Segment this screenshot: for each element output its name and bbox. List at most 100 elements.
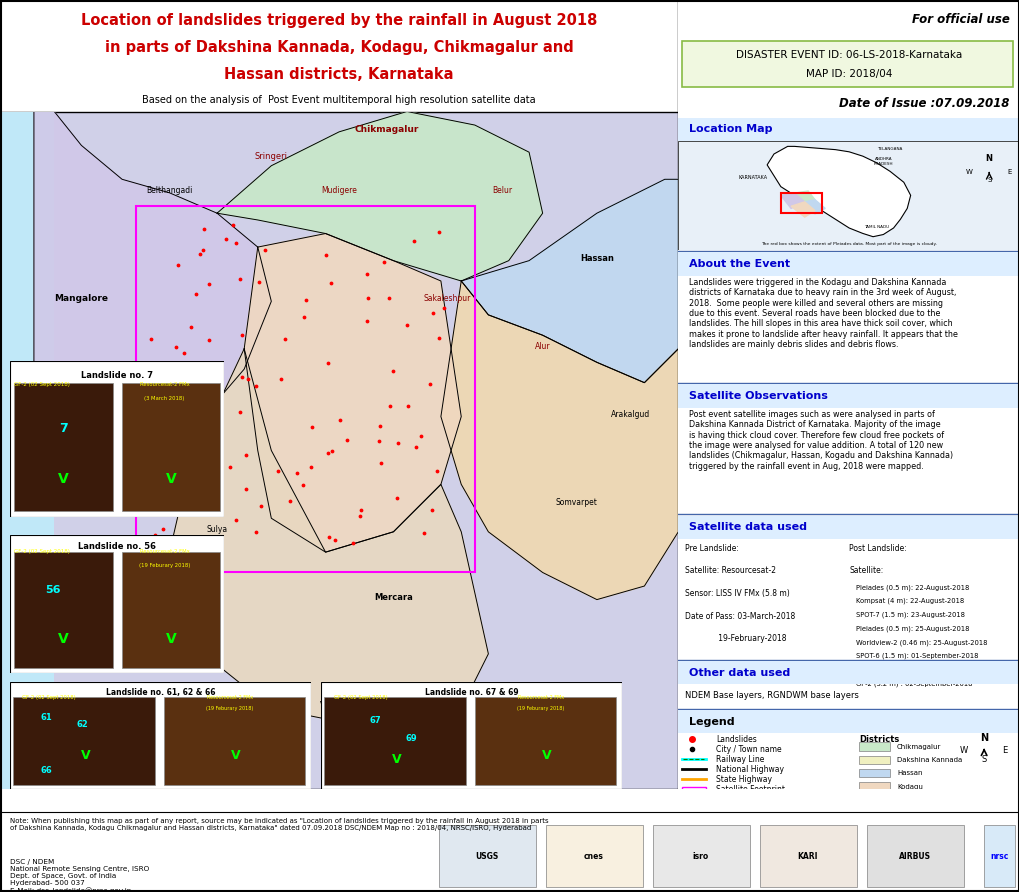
Text: Landslides: Landslides	[715, 735, 756, 744]
Bar	[681, 787, 705, 792]
Point	[196, 457, 212, 471]
Text: Resourcesat-2 FMx: Resourcesat-2 FMx	[140, 549, 190, 554]
Text: Pleiades (0.5 m): 01-September-2018: Pleiades (0.5 m): 01-September-2018	[855, 666, 981, 673]
Point	[151, 500, 167, 514]
Point	[248, 525, 264, 540]
Point	[277, 332, 293, 346]
Text: Post Landslide:: Post Landslide:	[848, 543, 906, 552]
Point	[288, 466, 305, 480]
Point	[429, 464, 445, 478]
Point	[320, 530, 336, 544]
Point	[167, 340, 183, 354]
Text: Dakshina Kannada: Dakshina Kannada	[896, 757, 961, 763]
Text: Location Map: Location Map	[688, 124, 771, 135]
Point	[323, 444, 339, 458]
Text: 7: 7	[59, 422, 68, 434]
Text: V: V	[58, 472, 69, 486]
Text: 62: 62	[76, 721, 89, 730]
Text: SPOT-6 (1.5 m): 01-September-2018: SPOT-6 (1.5 m): 01-September-2018	[855, 653, 977, 659]
Text: Somvarpet: Somvarpet	[555, 498, 597, 507]
Point	[338, 433, 355, 447]
Text: Pre Landslide:: Pre Landslide:	[685, 543, 739, 552]
Text: Pleiades (0.5 m): 25-August-2018: Pleiades (0.5 m): 25-August-2018	[855, 625, 968, 632]
Point	[158, 368, 174, 383]
Text: NDEM Base layers, RGNDWM base layers: NDEM Base layers, RGNDWM base layers	[685, 691, 858, 700]
Text: 0: 0	[364, 747, 368, 753]
Point	[406, 234, 422, 248]
Point	[248, 379, 264, 393]
Point	[281, 493, 298, 508]
Text: About the Event: About the Event	[688, 259, 789, 269]
Point	[204, 373, 220, 387]
Point	[155, 522, 171, 536]
Text: Chikmagalur: Chikmagalur	[896, 744, 941, 749]
Point	[155, 363, 171, 377]
Text: Sulya: Sulya	[206, 524, 227, 533]
Text: Pleiades (0.5 m): 22-August-2018: Pleiades (0.5 m): 22-August-2018	[855, 584, 968, 591]
Text: Date of Issue :07.09.2018: Date of Issue :07.09.2018	[839, 97, 1009, 110]
Text: 56: 56	[45, 585, 61, 595]
Polygon shape	[781, 194, 804, 209]
Text: V: V	[231, 749, 240, 763]
Bar	[859, 756, 890, 764]
Text: Mudigere: Mudigere	[321, 186, 357, 194]
Text: Post event satellite images such as were analysed in parts of
Dakshina Kannada D: Post event satellite images such as were…	[688, 409, 952, 471]
Text: 66: 66	[41, 766, 52, 775]
Point	[372, 457, 388, 471]
Text: Landslide: Landslide	[893, 791, 929, 800]
Point	[222, 460, 238, 475]
Text: Landslide no. 61, 62 & 66: Landslide no. 61, 62 & 66	[106, 688, 215, 697]
Bar	[859, 782, 890, 790]
Text: V: V	[81, 749, 90, 763]
Text: Landslide no. 67 & 69: Landslide no. 67 & 69	[425, 688, 518, 697]
Bar	[324, 698, 466, 785]
Text: Taluk Boundary: Taluk Boundary	[715, 795, 774, 804]
Point	[322, 276, 338, 290]
Point	[359, 291, 375, 305]
Text: Satellite Observations: Satellite Observations	[688, 391, 826, 401]
Text: DSC / NDEM
National Remote Sensing Centre, ISRO
Dept. of Space, Govt. of India
H: DSC / NDEM National Remote Sensing Centr…	[10, 859, 150, 892]
Text: KARNATAKA: KARNATAKA	[738, 175, 767, 180]
Text: W: W	[959, 747, 967, 756]
Point	[327, 533, 343, 547]
Point	[296, 310, 312, 324]
Polygon shape	[461, 179, 678, 383]
Text: Satellite data used: Satellite data used	[688, 522, 806, 533]
Polygon shape	[244, 234, 461, 552]
Point	[345, 536, 362, 550]
Text: Railway Line: Railway Line	[715, 755, 763, 764]
Bar	[14, 552, 113, 668]
Point	[175, 346, 192, 360]
Text: Other data used: Other data used	[688, 667, 789, 678]
Text: Resourcesat-2 FMx: Resourcesat-2 FMx	[140, 382, 190, 386]
Text: Legend: Legend	[688, 716, 734, 727]
Text: Date of Pass: 03-March-2018: Date of Pass: 03-March-2018	[685, 612, 795, 621]
Text: Puttur: Puttur	[178, 403, 202, 412]
Text: N: N	[979, 733, 987, 743]
Text: Belthangadi: Belthangadi	[147, 186, 193, 194]
Text: Arakalgud: Arakalgud	[610, 409, 650, 418]
Bar	[759, 825, 856, 887]
Text: Kodagu: Kodagu	[896, 783, 922, 789]
Point	[359, 313, 375, 327]
Text: Disclaimer: Disclaimer	[688, 816, 754, 827]
Point	[375, 254, 391, 268]
Text: Sakaleshpur: Sakaleshpur	[424, 294, 471, 303]
Text: DISASTER EVENT ID: 06-LS-2018-Karnataka: DISASTER EVENT ID: 06-LS-2018-Karnataka	[736, 50, 961, 61]
Text: S: S	[986, 178, 990, 183]
Point	[382, 400, 398, 414]
Text: Hassan: Hassan	[896, 770, 921, 776]
Point	[147, 528, 163, 542]
Text: V: V	[165, 472, 176, 486]
Bar	[14, 384, 113, 511]
Point	[200, 375, 216, 389]
Text: Vegetation: Vegetation	[893, 799, 934, 808]
Text: TAMIL NADU: TAMIL NADU	[863, 225, 889, 229]
Point	[398, 318, 415, 332]
Point	[384, 364, 400, 378]
Polygon shape	[169, 349, 488, 735]
Text: (3 March 2018): (3 March 2018)	[144, 396, 184, 401]
Point	[200, 333, 216, 347]
Text: 10: 10	[470, 747, 479, 753]
Point	[163, 477, 179, 491]
